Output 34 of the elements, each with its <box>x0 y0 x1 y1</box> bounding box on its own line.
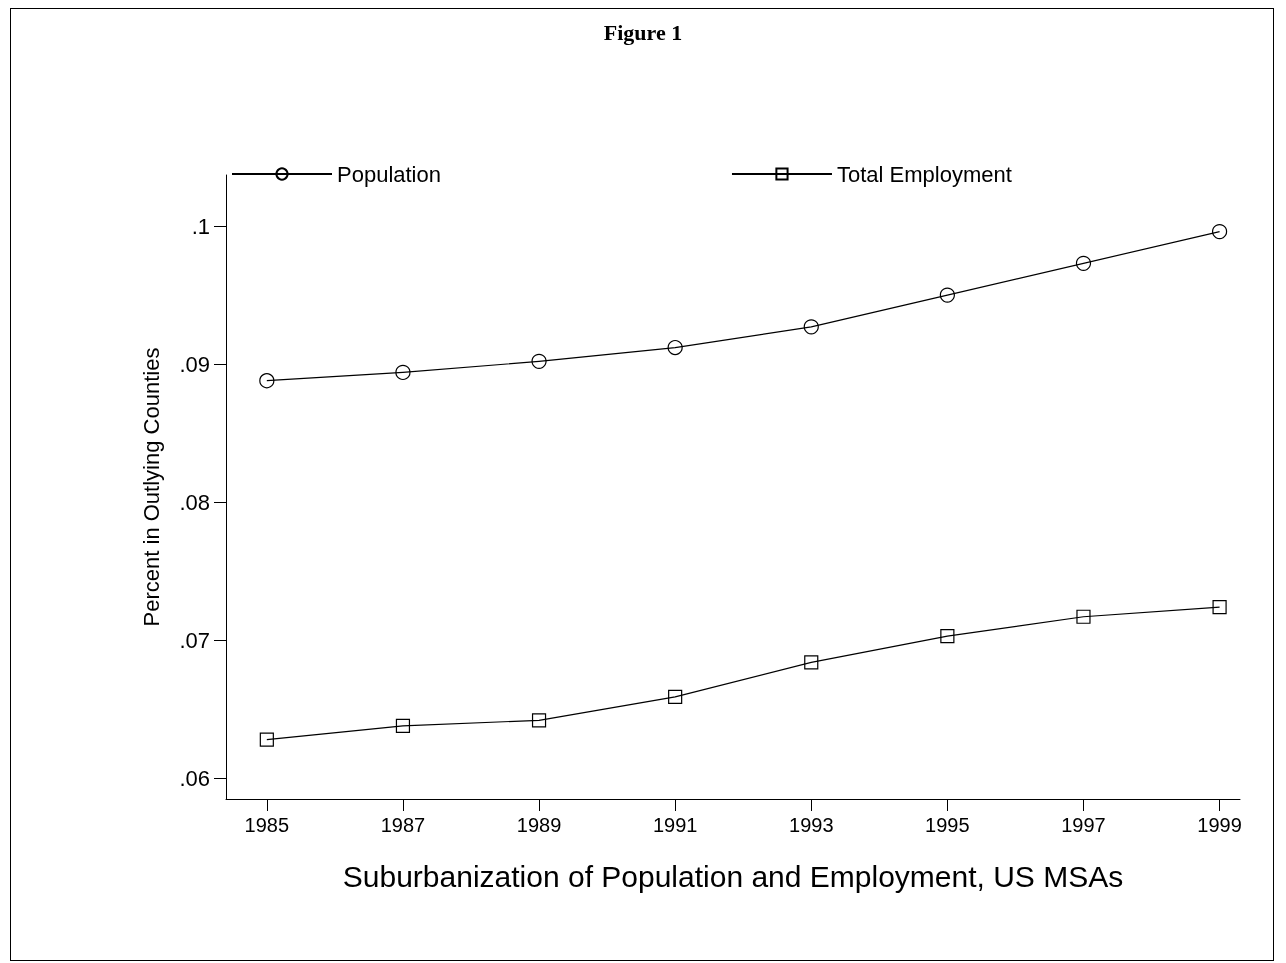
x-tick-label: 1991 <box>652 814 698 836</box>
point <box>259 373 275 389</box>
point <box>1075 255 1092 271</box>
y-tick-label: .1 <box>191 213 210 239</box>
x-tick-label: 1987 <box>380 814 426 836</box>
point <box>259 732 274 747</box>
point <box>667 339 683 356</box>
legend-label: Population <box>337 161 441 187</box>
legend-label: Total Employment <box>836 161 1012 187</box>
y-axis-title: Percent in Outlying Counties <box>138 347 164 627</box>
y-tick-label: .07 <box>179 627 210 653</box>
x-axis-title: Suburbanization of Population and Employment, US MSAs <box>342 859 1124 893</box>
point <box>804 655 819 670</box>
x-tick-label: 1985 <box>244 814 290 836</box>
point <box>1212 224 1228 240</box>
point <box>395 718 411 733</box>
y-tick-label: .08 <box>179 489 210 515</box>
x-tick-label: 1995 <box>925 814 970 836</box>
x-tick-label: 1993 <box>789 814 834 836</box>
point <box>531 353 547 369</box>
point <box>531 713 547 728</box>
point <box>1212 600 1227 615</box>
y-tick-label: .06 <box>179 765 210 791</box>
x-tick-label: 1989 <box>516 814 562 836</box>
point <box>940 629 955 644</box>
y-tick-label: .09 <box>179 351 210 377</box>
chart-title: Figure 1 <box>603 19 683 45</box>
point <box>668 689 683 704</box>
point <box>1076 609 1091 624</box>
point <box>939 287 955 303</box>
x-tick-label: 1997 <box>1061 814 1106 836</box>
x-tick-label: 1999 <box>1197 814 1242 836</box>
point <box>803 319 819 335</box>
point <box>395 364 411 381</box>
